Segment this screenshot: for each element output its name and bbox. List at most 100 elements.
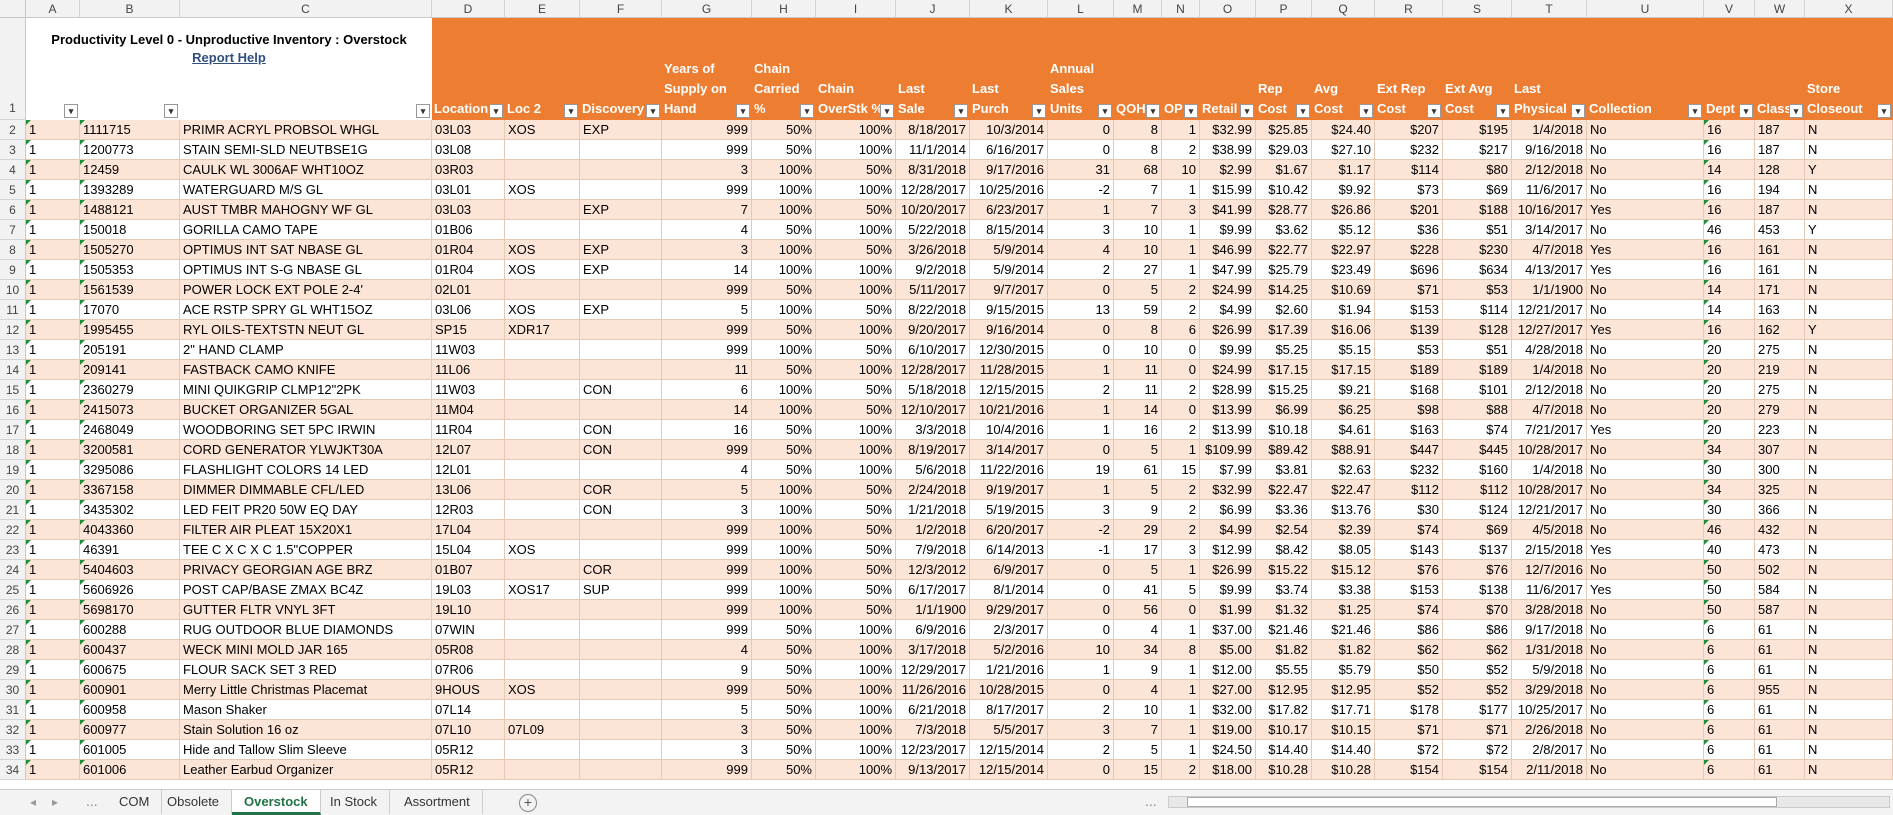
table-cell[interactable]: 61 xyxy=(1755,640,1805,660)
table-cell[interactable]: 1488121 xyxy=(80,200,180,220)
table-cell[interactable]: 8/31/2018 xyxy=(896,160,970,180)
table-cell[interactable]: 1 xyxy=(26,200,80,220)
table-cell[interactable]: No xyxy=(1587,600,1704,620)
table-cell[interactable]: 100% xyxy=(752,260,816,280)
table-cell[interactable]: WOODBORING SET 5PC IRWIN xyxy=(180,420,432,440)
table-cell[interactable]: $41.99 xyxy=(1200,200,1256,220)
table-cell[interactable]: 11/26/2016 xyxy=(896,680,970,700)
table-cell[interactable]: 12/3/2012 xyxy=(896,560,970,580)
table-cell[interactable]: 34 xyxy=(1114,640,1162,660)
table-cell[interactable]: 50% xyxy=(816,500,896,520)
row-header[interactable]: 31 xyxy=(0,700,26,720)
table-cell[interactable]: POST CAP/BASE ZMAX BC4Z xyxy=(180,580,432,600)
table-cell[interactable]: $86 xyxy=(1375,620,1443,640)
row-header[interactable]: 1 xyxy=(0,18,26,120)
table-cell[interactable]: $22.97 xyxy=(1312,240,1375,260)
table-cell[interactable]: 9/16/2018 xyxy=(1512,140,1587,160)
table-cell[interactable]: 10/4/2016 xyxy=(970,420,1048,440)
table-cell[interactable]: 50% xyxy=(816,480,896,500)
table-cell[interactable]: -2 xyxy=(1048,520,1114,540)
table-cell[interactable]: 19L10 xyxy=(432,600,505,620)
table-cell[interactable]: 3/3/2018 xyxy=(896,420,970,440)
table-cell[interactable]: 4 xyxy=(1114,680,1162,700)
table-cell[interactable]: 1 xyxy=(26,580,80,600)
table-cell[interactable]: 07R06 xyxy=(432,660,505,680)
table-cell[interactable]: 8/18/2017 xyxy=(896,120,970,140)
table-cell[interactable]: N xyxy=(1805,600,1893,620)
table-cell[interactable]: 1 xyxy=(26,360,80,380)
table-cell[interactable]: 5/2/2016 xyxy=(970,640,1048,660)
table-cell[interactable]: 10 xyxy=(1048,640,1114,660)
table-cell[interactable]: 100% xyxy=(816,180,896,200)
table-cell[interactable]: $52 xyxy=(1375,680,1443,700)
report-help-link[interactable]: Report Help xyxy=(192,50,266,65)
table-cell[interactable]: 0 xyxy=(1048,120,1114,140)
table-cell[interactable]: $98 xyxy=(1375,400,1443,420)
table-cell[interactable]: 100% xyxy=(752,500,816,520)
table-cell[interactable]: $76 xyxy=(1375,560,1443,580)
table-cell[interactable]: $13.99 xyxy=(1200,400,1256,420)
table-cell[interactable]: $26.99 xyxy=(1200,560,1256,580)
table-cell[interactable]: 1 xyxy=(26,340,80,360)
table-cell[interactable]: 1 xyxy=(1048,400,1114,420)
table-cell[interactable]: 1 xyxy=(26,380,80,400)
table-cell[interactable]: 6 xyxy=(1704,760,1755,780)
table-cell[interactable]: 50 xyxy=(1704,580,1755,600)
row-header[interactable]: 34 xyxy=(0,760,26,780)
table-cell[interactable]: 5/9/2014 xyxy=(970,240,1048,260)
table-cell[interactable]: 9/7/2017 xyxy=(970,280,1048,300)
table-cell[interactable]: 1 xyxy=(1162,220,1200,240)
table-cell[interactable]: 0 xyxy=(1048,680,1114,700)
table-cell[interactable]: $80 xyxy=(1443,160,1512,180)
table-cell[interactable]: $89.42 xyxy=(1256,440,1312,460)
table-cell[interactable]: $3.38 xyxy=(1312,580,1375,600)
table-cell[interactable]: 41 xyxy=(1114,580,1162,600)
table-cell[interactable]: 4/7/2018 xyxy=(1512,240,1587,260)
table-cell[interactable]: $14.40 xyxy=(1312,740,1375,760)
table-cell[interactable]: 61 xyxy=(1755,760,1805,780)
column-header[interactable]: P xyxy=(1256,0,1312,18)
table-cell[interactable]: EXP xyxy=(580,240,662,260)
table-cell[interactable]: 16 xyxy=(1114,420,1162,440)
table-cell[interactable]: $14.40 xyxy=(1256,740,1312,760)
table-cell[interactable]: 2415073 xyxy=(80,400,180,420)
table-cell[interactable]: $71 xyxy=(1375,280,1443,300)
table-cell[interactable]: 3/28/2018 xyxy=(1512,600,1587,620)
table-cell[interactable]: 50% xyxy=(816,580,896,600)
table-cell[interactable]: 31 xyxy=(1048,160,1114,180)
table-cell[interactable]: 8 xyxy=(1162,640,1200,660)
table-cell[interactable]: 100% xyxy=(816,680,896,700)
table-cell[interactable]: $6.25 xyxy=(1312,400,1375,420)
table-cell[interactable]: 40 xyxy=(1704,540,1755,560)
dropdown-filter-icon[interactable]: ▾ xyxy=(646,104,660,118)
table-cell[interactable]: 9/17/2016 xyxy=(970,160,1048,180)
table-cell[interactable]: 0 xyxy=(1048,560,1114,580)
table-cell[interactable]: 1 xyxy=(26,740,80,760)
table-cell[interactable]: No xyxy=(1587,640,1704,660)
table-cell[interactable]: $17.71 xyxy=(1312,700,1375,720)
table-cell[interactable]: 1 xyxy=(1162,120,1200,140)
table-cell[interactable]: 7/21/2017 xyxy=(1512,420,1587,440)
table-cell[interactable]: 7 xyxy=(1114,200,1162,220)
table-cell[interactable]: 600958 xyxy=(80,700,180,720)
table-cell[interactable]: $447 xyxy=(1375,440,1443,460)
table-cell[interactable]: $9.99 xyxy=(1200,340,1256,360)
dropdown-filter-icon[interactable]: ▾ xyxy=(880,104,894,118)
table-cell[interactable]: 3367158 xyxy=(80,480,180,500)
table-cell[interactable]: -1 xyxy=(1048,540,1114,560)
next-sheet-icon[interactable]: ▸ xyxy=(52,795,59,809)
table-cell[interactable]: $160 xyxy=(1443,460,1512,480)
table-cell[interactable]: 12/23/2017 xyxy=(896,740,970,760)
table-cell[interactable]: 999 xyxy=(662,180,752,200)
table-cell[interactable]: $27.00 xyxy=(1200,680,1256,700)
table-cell[interactable]: 300 xyxy=(1755,460,1805,480)
table-cell[interactable]: 12/28/2017 xyxy=(896,360,970,380)
table-cell[interactable]: 6/9/2017 xyxy=(970,560,1048,580)
table-cell[interactable]: 5/19/2015 xyxy=(970,500,1048,520)
table-cell[interactable] xyxy=(505,160,580,180)
table-cell[interactable]: 2 xyxy=(1162,300,1200,320)
table-cell[interactable]: 9/17/2018 xyxy=(1512,620,1587,640)
table-cell[interactable]: No xyxy=(1587,620,1704,640)
sheet-tab[interactable]: COM xyxy=(107,790,163,814)
column-header[interactable]: L xyxy=(1048,0,1114,18)
